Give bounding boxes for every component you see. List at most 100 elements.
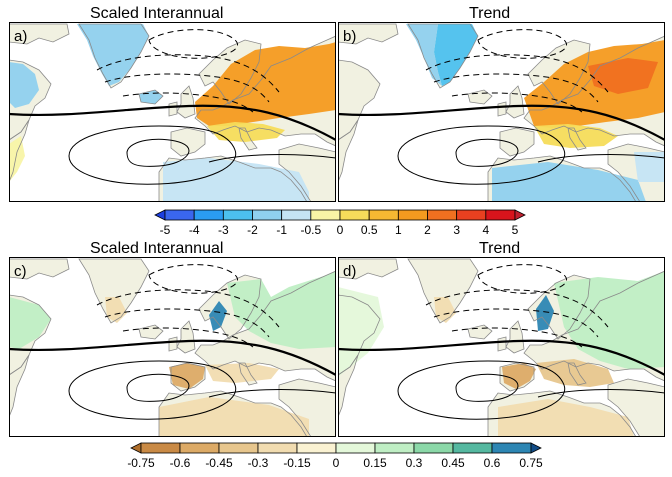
colorbar-swatch [413, 442, 454, 454]
coastline [170, 362, 206, 392]
land-canadaN [9, 259, 69, 279]
coastline [567, 127, 587, 151]
coastline [607, 143, 665, 202]
negative-contour [433, 73, 599, 103]
negative-contour [122, 92, 254, 113]
colorbar-tick-label: 0.75 [519, 456, 543, 470]
coastline [194, 270, 336, 382]
coastline [168, 101, 178, 117]
precipitation-colorbar: -0.75 -0.6 -0.45 -0.3 -0.15 0 0.15 0.3 0.45 0.6 0.… [126, 441, 546, 475]
negative-contour [96, 289, 280, 328]
coastline [198, 274, 262, 340]
anomaly-region [588, 58, 658, 94]
land-greenland [79, 259, 149, 323]
colorbar-swatch [252, 209, 283, 221]
negative-contour [451, 92, 583, 113]
coastline [78, 258, 150, 324]
colorbar-swatch [491, 442, 532, 454]
map-panel-a: a) [9, 22, 336, 202]
positive-contour [455, 138, 519, 167]
coastline [497, 101, 507, 117]
anomaly-region [492, 162, 646, 202]
positive-contour [126, 138, 190, 167]
anomaly-region [434, 24, 478, 86]
positive-contour [455, 373, 519, 402]
colorbar-tick-label: -0.45 [205, 456, 233, 470]
colorbar-tick-label: 0.15 [363, 456, 387, 470]
panel-a-title: Scaled Interannual [90, 5, 224, 22]
anomaly-region [77, 24, 149, 86]
map-layer [9, 257, 336, 437]
map-frame [338, 22, 665, 202]
panel-label: a) [14, 28, 27, 45]
colorbar-swatch [456, 209, 487, 221]
coastline [527, 39, 591, 105]
temperature-colorbar: -5 -4 -3 -2 -1 -0.5 0 0.5 1 2 3 4 5 [150, 208, 530, 242]
anomaly-region [634, 152, 665, 182]
negative-contour [96, 54, 280, 93]
coastline [407, 23, 479, 89]
coastline [278, 378, 336, 437]
coastline [138, 89, 164, 105]
coastline [567, 362, 587, 386]
coastline [238, 127, 258, 151]
colorbar-swatch [281, 209, 312, 221]
zero-contour [338, 339, 665, 376]
map-panel-d: d) [338, 257, 665, 437]
land-iberia [171, 128, 205, 156]
land-middleEast [279, 144, 336, 202]
colorbar-swatch [218, 442, 259, 454]
negative-contour [104, 73, 270, 103]
positive-contour [397, 125, 566, 185]
colorbar-swatch [452, 442, 493, 454]
colorbar-arrow-low [154, 209, 166, 221]
colorbar-tick-label: 0.3 [406, 456, 423, 470]
panel-c-title: Scaled Interannual [90, 240, 224, 257]
land-ireland [169, 337, 177, 351]
colorbar-swatch [368, 209, 399, 221]
colorbar-tick-label: 4 [482, 223, 489, 237]
panel-b-title: Trend [469, 5, 511, 22]
anomaly-region [207, 122, 285, 142]
colorbar-swatch [193, 209, 224, 221]
map-panel-c: c) [9, 257, 336, 437]
colorbar-tick-label: 0.6 [484, 456, 501, 470]
coastline [278, 143, 336, 202]
colorbar-tick-label: -3 [218, 223, 229, 237]
land-ireland [169, 102, 177, 116]
negative-contour [425, 54, 609, 93]
land-canadaN [9, 24, 69, 44]
anomaly-region [534, 124, 618, 148]
colorbar-swatch [140, 442, 181, 454]
coastline [499, 362, 535, 392]
colorbar-swatch [310, 209, 341, 221]
map-frame [9, 257, 336, 437]
anomaly-region [502, 363, 536, 389]
coastline [467, 89, 493, 105]
anomaly-region [9, 62, 39, 108]
colorbar-swatch [222, 209, 253, 221]
coastline [338, 23, 399, 45]
land-greenland [408, 259, 478, 323]
colorbar-tick-label: 5 [512, 223, 519, 237]
anomaly-region [536, 359, 614, 387]
colorbar-tick-label: 1 [395, 223, 402, 237]
coastline [78, 23, 150, 89]
negative-contour [104, 308, 270, 338]
coastline [238, 362, 258, 386]
coastline [487, 390, 637, 437]
zero-contour [9, 104, 336, 141]
map-layer [338, 22, 665, 202]
coastline [138, 324, 164, 340]
map-layer [9, 22, 336, 202]
map-frame [338, 257, 665, 437]
map-layer [338, 257, 665, 437]
coastline [170, 127, 206, 157]
colorbar-arrow-high [514, 209, 526, 221]
colorbar-swatch [257, 442, 298, 454]
anomaly-region [338, 287, 384, 377]
coastline [198, 39, 262, 105]
positive-contour [68, 125, 237, 185]
colorbar-arrow-low [130, 442, 142, 454]
land-ireland [498, 337, 506, 351]
